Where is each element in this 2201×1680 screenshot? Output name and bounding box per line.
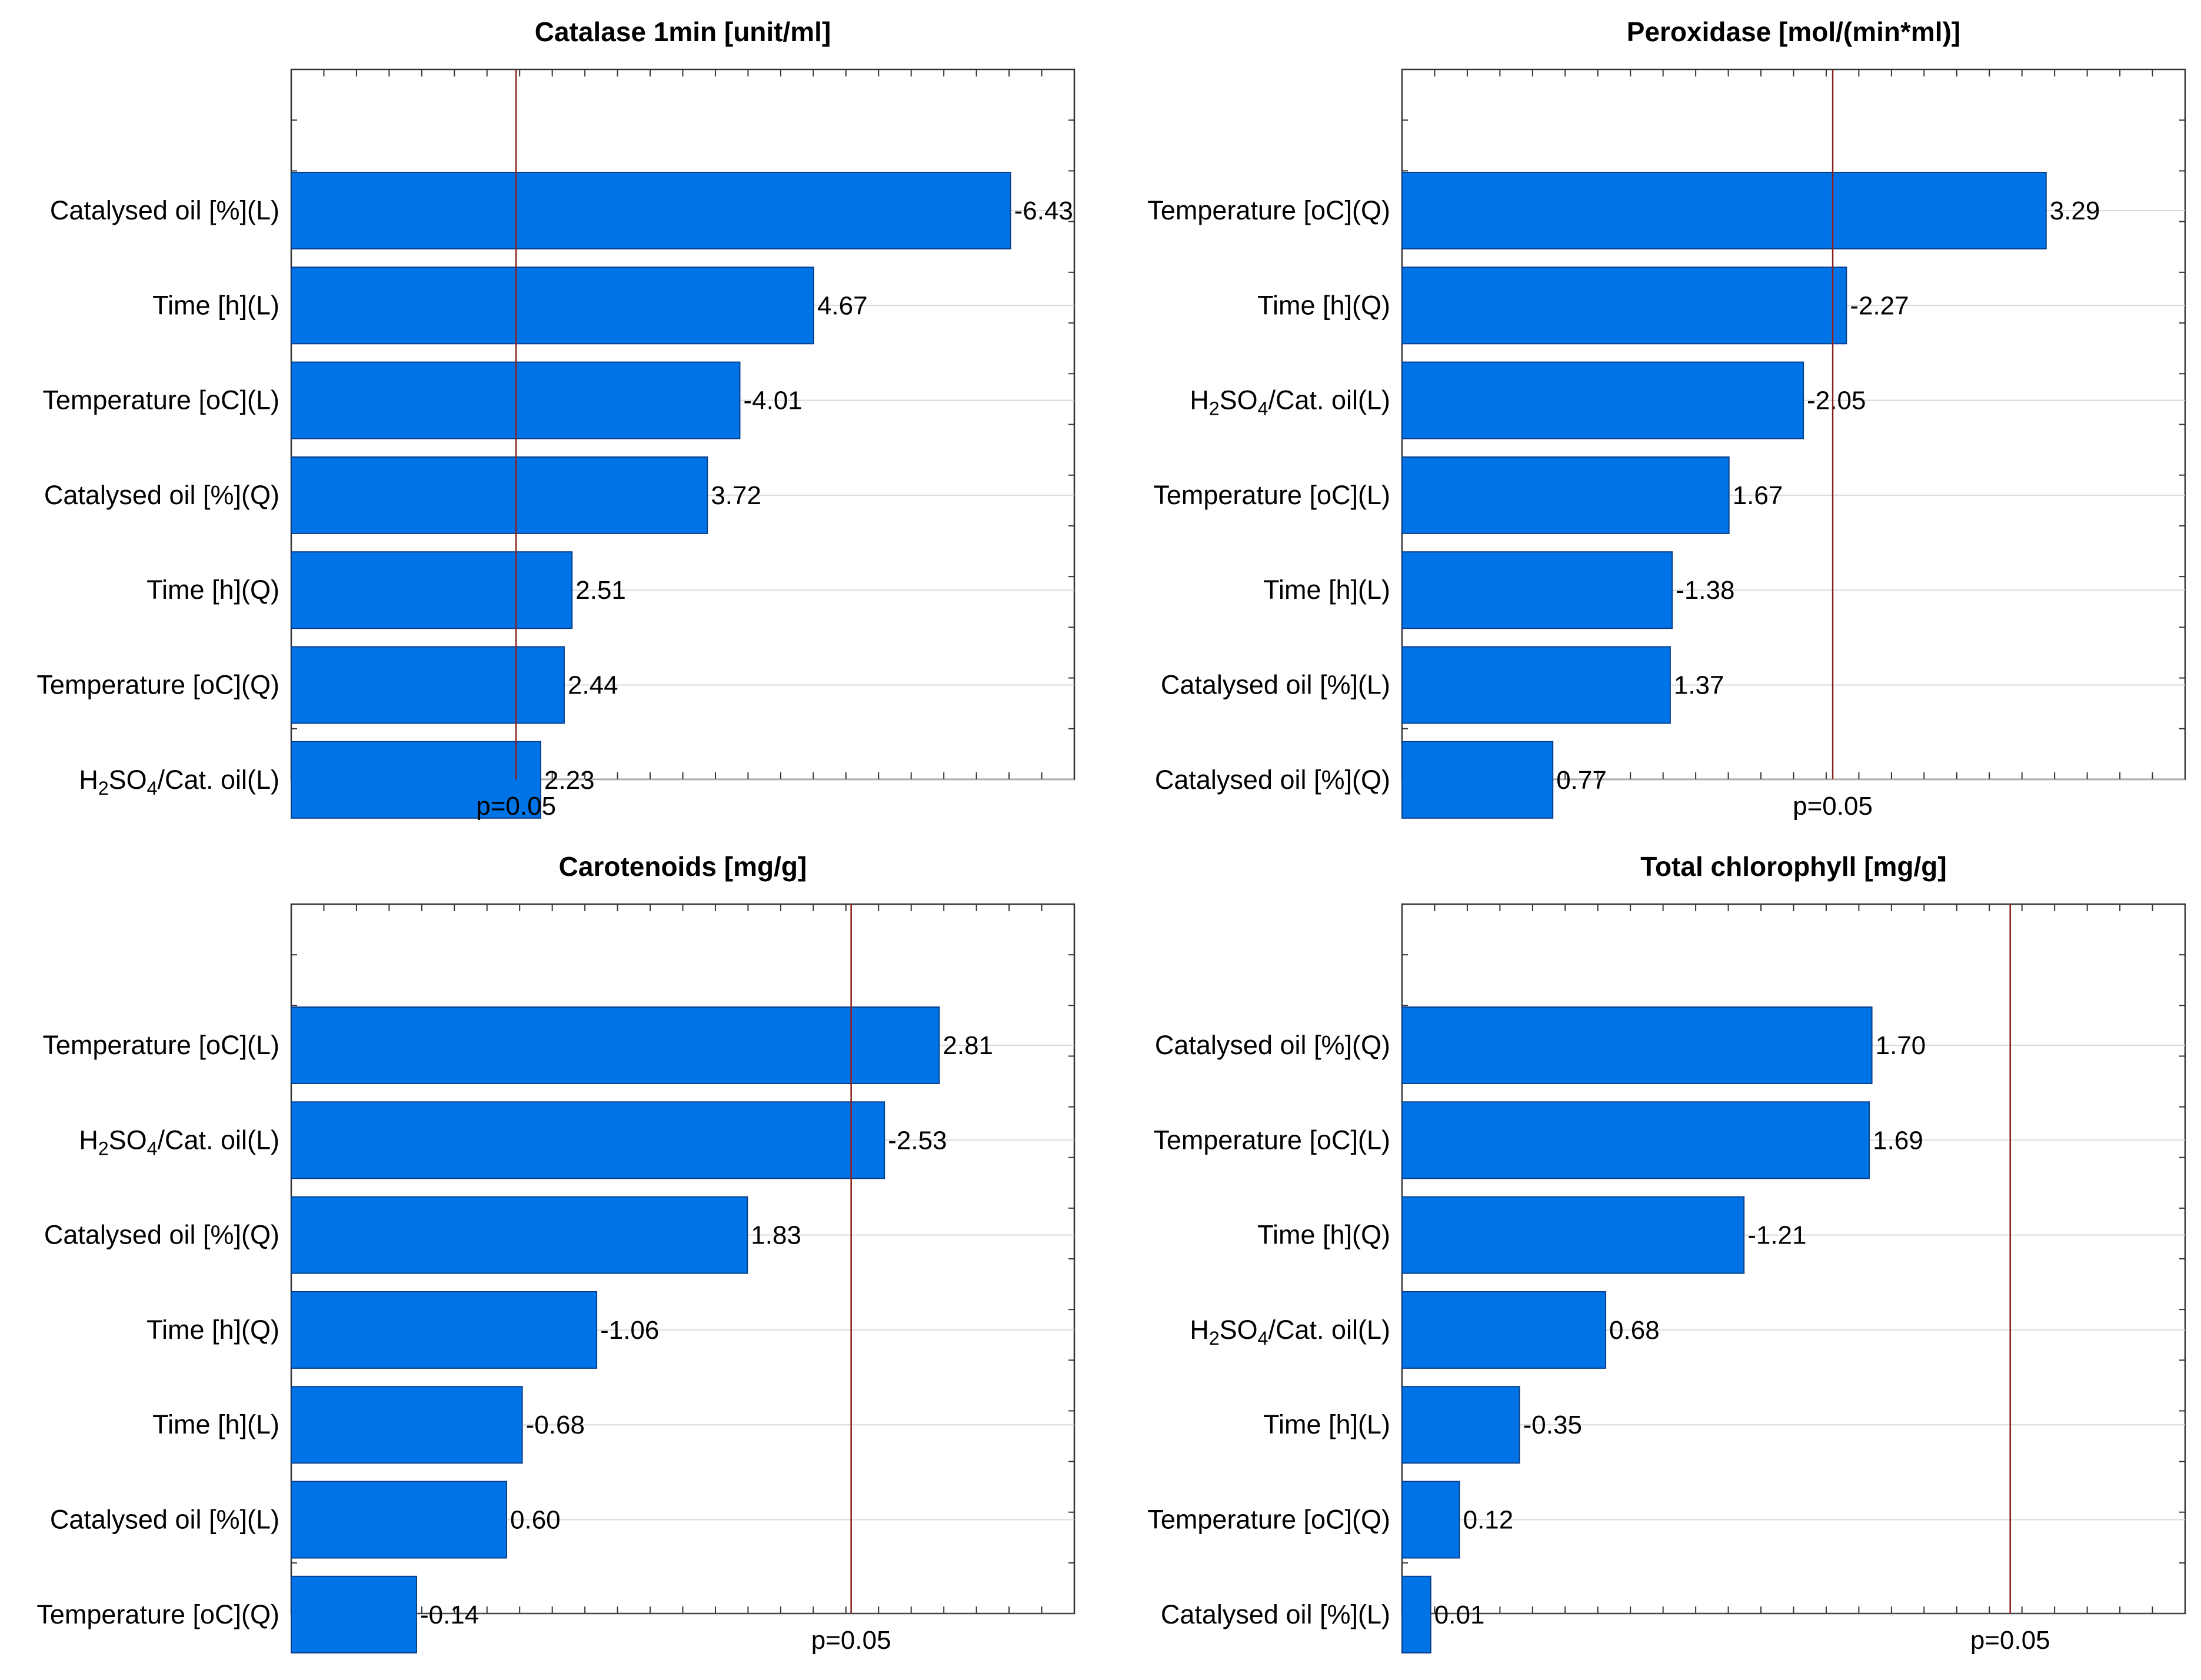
peroxidase-value-label: -2.05	[1807, 386, 1866, 415]
peroxidase-category-label: Temperature [oC](L)	[1153, 480, 1390, 510]
carotenoids-value-label: -2.53	[888, 1126, 947, 1155]
catalase-value-label: 2.23	[544, 766, 595, 795]
peroxidase-category-label: Catalysed oil [%](L)	[1161, 670, 1390, 700]
carotenoids-category-label: Catalysed oil [%](L)	[50, 1505, 279, 1535]
chlorophyll-chart-title: Total chlorophyll [mg/g]	[1640, 851, 1946, 882]
peroxidase-category-label: Time [h](L)	[1263, 575, 1390, 605]
carotenoids-value-label: 2.81	[943, 1031, 993, 1060]
peroxidase-chart-title: Peroxidase [mol/(min*ml)]	[1627, 16, 1960, 47]
chlorophyll-chart: Total chlorophyll [mg/g] Catalysed oil [%…	[1147, 851, 2186, 1655]
chlorophyll-value-label: -0.35	[1523, 1411, 1582, 1439]
catalase-bar	[291, 266, 814, 345]
carotenoids-chart-title: Carotenoids [mg/g]	[559, 851, 807, 882]
peroxidase-value-label: 0.77	[1556, 766, 1607, 795]
chlorophyll-category-label: H2SO4/Cat. oil(L)	[1190, 1315, 1390, 1349]
chlorophyll-category-label: Temperature [oC](L)	[1153, 1125, 1390, 1155]
catalase-value-label: 2.51	[575, 576, 626, 605]
carotenoids-value-label: 1.83	[751, 1221, 801, 1250]
carotenoids-chart: Carotenoids [mg/g] Temperature [oC](L) 2.8…	[36, 851, 1075, 1655]
catalase-significance-label: p=0.05	[476, 792, 556, 821]
catalase-category-label: Temperature [oC](L)	[42, 385, 279, 415]
peroxidase-bar	[1401, 551, 1673, 629]
carotenoids-value-label: -0.68	[526, 1411, 585, 1439]
catalase-category-label: Time [h](Q)	[146, 575, 279, 605]
carotenoids-bar	[291, 1386, 523, 1464]
catalase-chart-title: Catalase 1min [unit/ml]	[535, 16, 831, 47]
peroxidase-bar	[1401, 266, 1847, 345]
catalase-category-label: Time [h](L)	[152, 290, 279, 320]
chlorophyll-value-label: 0.68	[1609, 1316, 1660, 1345]
carotenoids-value-label: -1.06	[600, 1316, 659, 1345]
chlorophyll-bar	[1401, 1386, 1520, 1464]
catalase-bar	[291, 456, 708, 534]
carotenoids-bar	[291, 1481, 508, 1559]
peroxidase-category-label: Time [h](Q)	[1257, 290, 1390, 320]
chlorophyll-category-label: Time [h](Q)	[1257, 1220, 1390, 1250]
carotenoids-bar	[291, 1196, 748, 1274]
peroxidase-chart: Peroxidase [mol/(min*ml)] Temperature [oC…	[1147, 16, 2186, 821]
peroxidase-value-label: 1.37	[1674, 671, 1724, 700]
peroxidase-bar	[1401, 361, 1804, 439]
chlorophyll-value-label: 0.12	[1463, 1506, 1514, 1535]
chlorophyll-value-label: 0.01	[1434, 1601, 1485, 1629]
catalase-chart: Catalase 1min [unit/ml] Catalysed oil [%]…	[36, 16, 1075, 821]
carotenoids-bar	[291, 1575, 417, 1654]
catalase-bar	[291, 172, 1011, 249]
peroxidase-value-label: -1.38	[1676, 576, 1734, 605]
chlorophyll-bar	[1401, 1196, 1745, 1274]
chlorophyll-bar	[1401, 1575, 1431, 1654]
carotenoids-bar	[291, 1291, 598, 1369]
chlorophyll-category-label: Temperature [oC](Q)	[1147, 1505, 1390, 1535]
chlorophyll-category-label: Time [h](L)	[1263, 1409, 1390, 1439]
peroxidase-bar	[1401, 172, 2047, 249]
carotenoids-category-label: Time [h](Q)	[146, 1315, 279, 1345]
catalase-value-label: 3.72	[711, 481, 761, 510]
carotenoids-value-label: -0.14	[420, 1601, 479, 1629]
chlorophyll-bar	[1401, 1291, 1607, 1369]
chlorophyll-value-label: -1.21	[1747, 1221, 1806, 1250]
catalase-bar	[291, 646, 565, 724]
chlorophyll-value-label: 1.70	[1876, 1031, 1926, 1060]
chlorophyll-bar	[1401, 1481, 1460, 1559]
peroxidase-category-label: H2SO4/Cat. oil(L)	[1190, 385, 1390, 419]
chlorophyll-bar	[1401, 1006, 1873, 1084]
catalase-value-label: -4.01	[743, 386, 802, 415]
catalase-bar	[291, 741, 542, 819]
chlorophyll-value-label: 1.69	[1873, 1126, 1923, 1155]
peroxidase-bar	[1401, 456, 1730, 534]
catalase-category-label: Catalysed oil [%](L)	[50, 195, 279, 225]
carotenoids-bar	[291, 1006, 940, 1084]
peroxidase-significance-label: p=0.05	[1793, 792, 1873, 821]
chlorophyll-category-label: Catalysed oil [%](Q)	[1155, 1030, 1390, 1060]
chlorophyll-bar	[1401, 1101, 1870, 1179]
peroxidase-value-label: 1.67	[1733, 481, 1783, 510]
peroxidase-value-label: 3.29	[2050, 196, 2100, 225]
peroxidase-bar	[1401, 646, 1671, 724]
carotenoids-bar	[291, 1101, 885, 1179]
catalase-category-label: H2SO4/Cat. oil(L)	[79, 765, 279, 799]
peroxidase-value-label: -2.27	[1850, 291, 1909, 320]
carotenoids-category-label: Temperature [oC](Q)	[36, 1599, 279, 1629]
chlorophyll-significance-label: p=0.05	[1970, 1626, 2050, 1655]
catalase-category-label: Temperature [oC](Q)	[36, 670, 279, 700]
carotenoids-category-label: H2SO4/Cat. oil(L)	[79, 1125, 279, 1159]
catalase-value-label: -6.43	[1014, 196, 1073, 225]
carotenoids-category-label: Catalysed oil [%](Q)	[44, 1220, 279, 1250]
carotenoids-category-label: Temperature [oC](L)	[42, 1030, 279, 1060]
catalase-value-label: 4.67	[817, 291, 868, 320]
chlorophyll-category-label: Catalysed oil [%](L)	[1161, 1599, 1390, 1629]
peroxidase-bar	[1401, 741, 1554, 819]
catalase-category-label: Catalysed oil [%](Q)	[44, 480, 279, 510]
catalase-bar	[291, 551, 573, 629]
carotenoids-significance-label: p=0.05	[811, 1626, 891, 1655]
peroxidase-category-label: Temperature [oC](Q)	[1147, 195, 1390, 225]
carotenoids-category-label: Time [h](L)	[152, 1409, 279, 1439]
peroxidase-category-label: Catalysed oil [%](Q)	[1155, 765, 1390, 795]
catalase-value-label: 2.44	[568, 671, 618, 700]
carotenoids-value-label: 0.60	[510, 1506, 561, 1535]
